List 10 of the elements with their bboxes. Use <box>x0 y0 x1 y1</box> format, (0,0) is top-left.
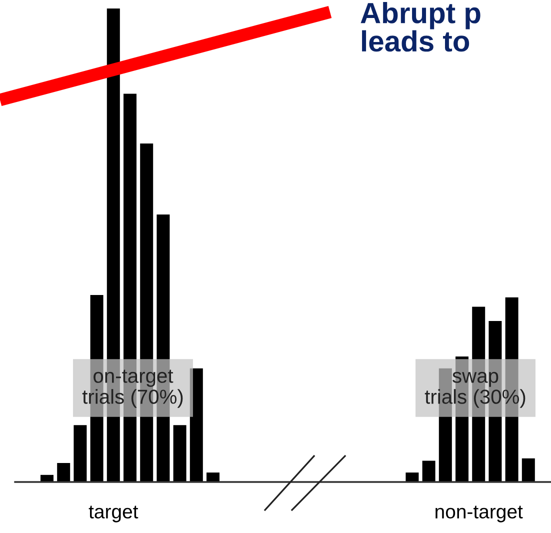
bar <box>206 472 220 482</box>
bar <box>422 460 436 482</box>
chart-title: Abrupt p leads to <box>360 2 480 52</box>
bar <box>406 472 419 482</box>
x-tick-label: non-target <box>436 506 523 522</box>
bar <box>57 463 70 482</box>
bar <box>173 425 186 482</box>
bar <box>74 425 87 482</box>
x-tick-label: target <box>88 506 138 522</box>
bar <box>522 458 535 482</box>
